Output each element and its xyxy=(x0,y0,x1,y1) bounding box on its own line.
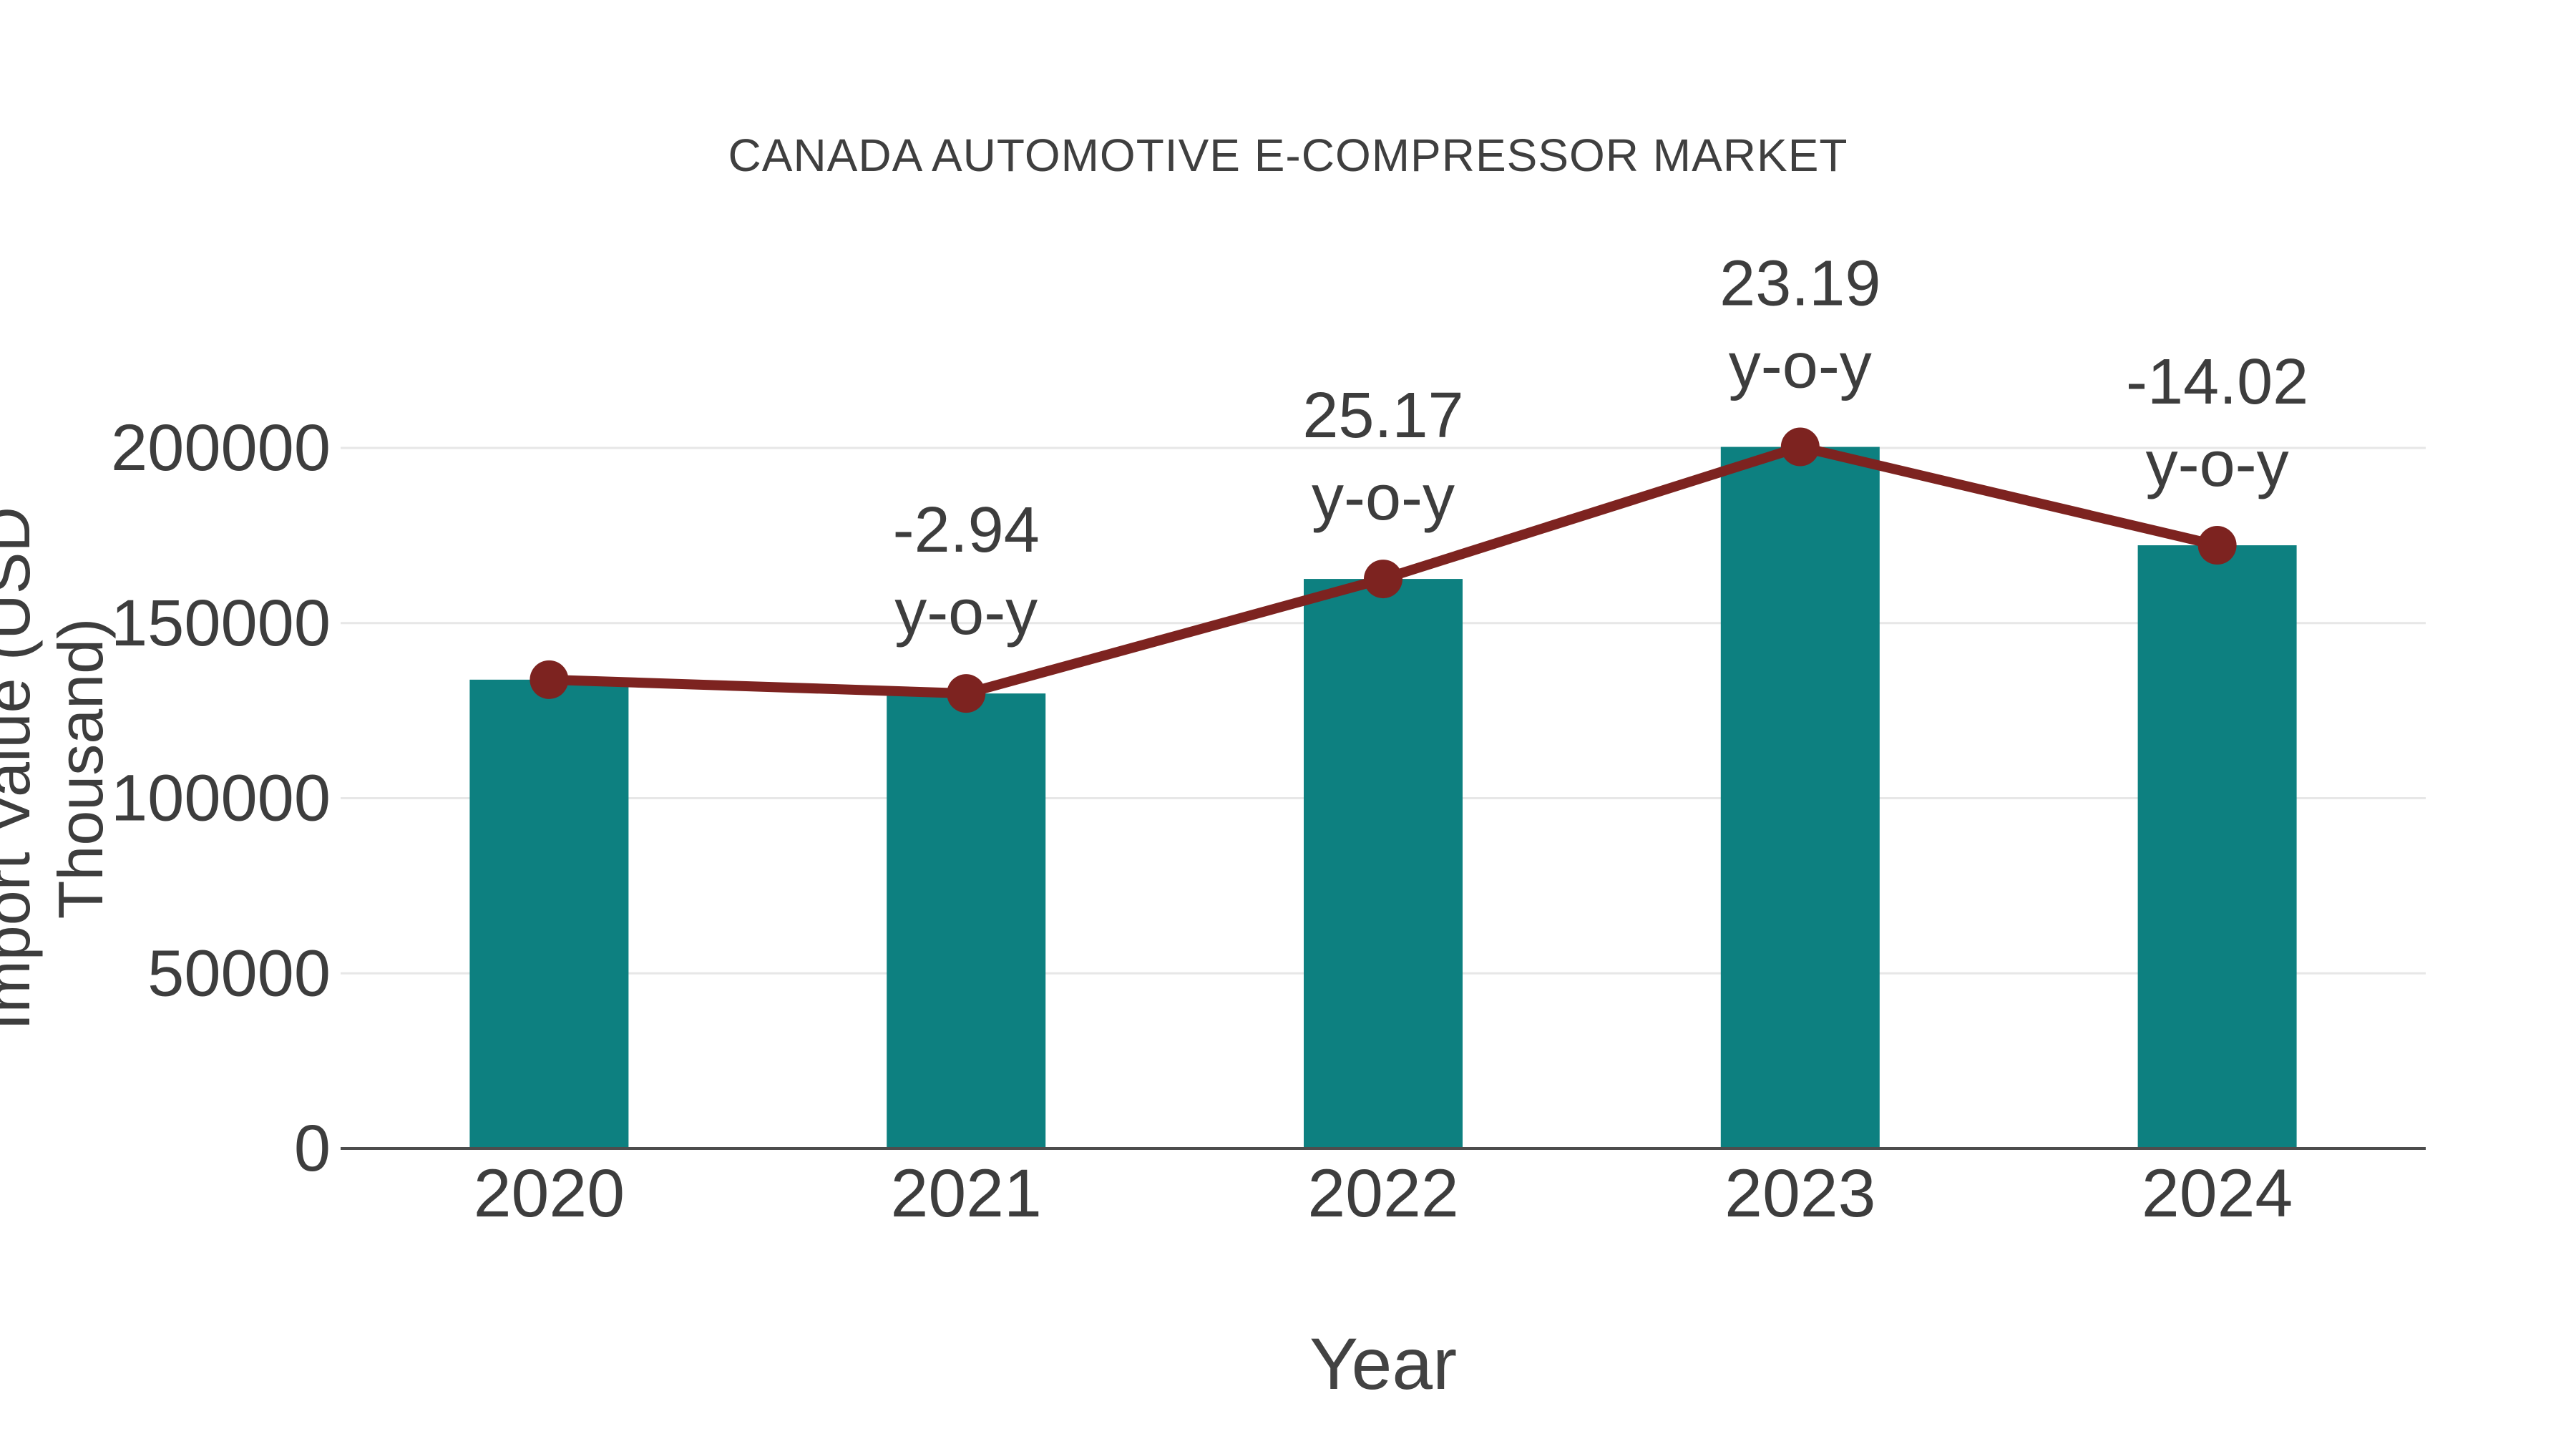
trend-marker-2023 xyxy=(1780,427,1820,467)
annotation-value-2021: -2.94 xyxy=(893,494,1040,566)
annotation-suffix-2023: y-o-y xyxy=(1729,331,1872,402)
trend-marker-2020 xyxy=(530,660,569,699)
x-axis-title: Year xyxy=(1309,1323,1458,1405)
chart-title: CANADA AUTOMOTIVE E-COMPRESSOR MARKET xyxy=(728,130,1848,181)
y-tick-label: 50000 xyxy=(147,937,331,1010)
annotation-value-2022: 25.17 xyxy=(1302,380,1463,452)
x-tick-label: 2024 xyxy=(2142,1156,2293,1231)
annotation-suffix-2024: y-o-y xyxy=(2146,429,2289,500)
x-tick-label: 2020 xyxy=(474,1156,625,1231)
annotation-value-2023: 23.19 xyxy=(1719,248,1880,320)
bar-2020 xyxy=(469,679,629,1148)
y-tick-label: 0 xyxy=(294,1112,331,1185)
bar-2022 xyxy=(1304,579,1463,1148)
annotation-suffix-2022: y-o-y xyxy=(1312,462,1455,534)
x-tick-label: 2021 xyxy=(891,1156,1042,1231)
y-tick-label: 100000 xyxy=(111,762,331,835)
annotation-suffix-2021: y-o-y xyxy=(894,577,1038,648)
trend-marker-2022 xyxy=(1364,560,1402,599)
bar-2023 xyxy=(1720,447,1880,1148)
trend-marker-2021 xyxy=(947,674,986,713)
y-tick-label: 150000 xyxy=(111,587,331,660)
annotation-value-2024: -14.02 xyxy=(2126,346,2308,418)
x-tick-label: 2022 xyxy=(1307,1156,1458,1231)
bar-2024 xyxy=(2137,545,2297,1148)
trend-marker-2024 xyxy=(2197,526,2237,565)
x-tick-label: 2023 xyxy=(1724,1156,1875,1231)
y-tick-label: 200000 xyxy=(111,411,331,484)
bar-2021 xyxy=(887,693,1046,1148)
